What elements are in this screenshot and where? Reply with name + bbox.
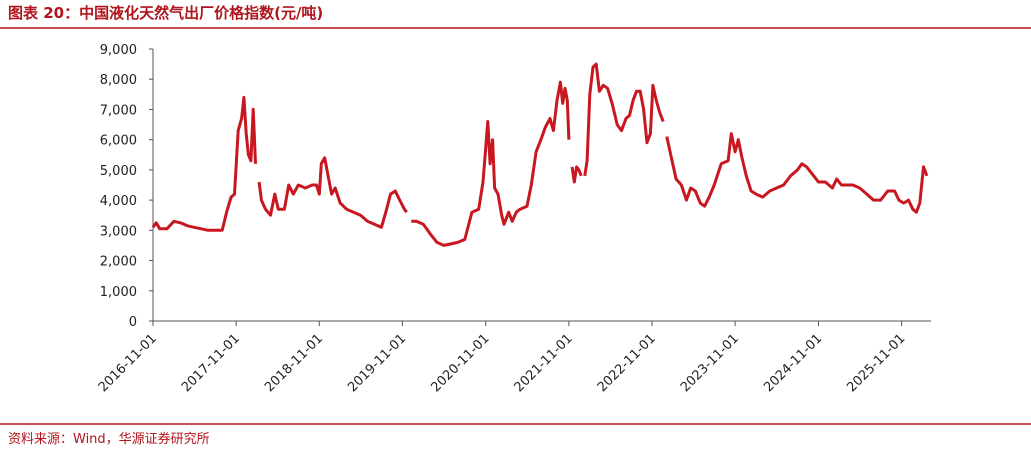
x-tick-label: 2018-11-01 xyxy=(262,331,326,395)
chart-title: 图表 20：中国液化天然气出厂价格指数(元/吨) xyxy=(8,4,323,22)
x-tick-label: 2021-11-01 xyxy=(512,331,576,395)
x-tick-label: 2017-11-01 xyxy=(179,331,243,395)
y-tick-label: 2,000 xyxy=(100,255,137,270)
y-tick-label: 0 xyxy=(129,315,137,330)
y-tick-label: 9,000 xyxy=(100,43,137,58)
source-note: 资料来源：Wind，华源证券研究所 xyxy=(8,431,210,447)
x-tick-label: 2019-11-01 xyxy=(345,331,409,395)
x-tick-label: 2016-11-01 xyxy=(96,331,160,395)
x-tick-label: 2025-11-01 xyxy=(844,331,908,395)
y-tick-label: 6,000 xyxy=(100,134,137,149)
x-tick-label: 2022-11-01 xyxy=(595,331,659,395)
y-tick-label: 1,000 xyxy=(100,285,137,300)
x-tick-label: 2024-11-01 xyxy=(761,331,825,395)
y-tick-label: 3,000 xyxy=(100,224,137,239)
y-tick-label: 8,000 xyxy=(100,73,137,88)
x-tick-label: 2023-11-01 xyxy=(678,331,742,395)
y-tick-label: 5,000 xyxy=(100,164,137,179)
y-tick-label: 7,000 xyxy=(100,103,137,118)
price-line xyxy=(151,62,929,247)
y-tick-label: 4,000 xyxy=(100,194,137,209)
x-tick-label: 2020-11-01 xyxy=(429,331,493,395)
